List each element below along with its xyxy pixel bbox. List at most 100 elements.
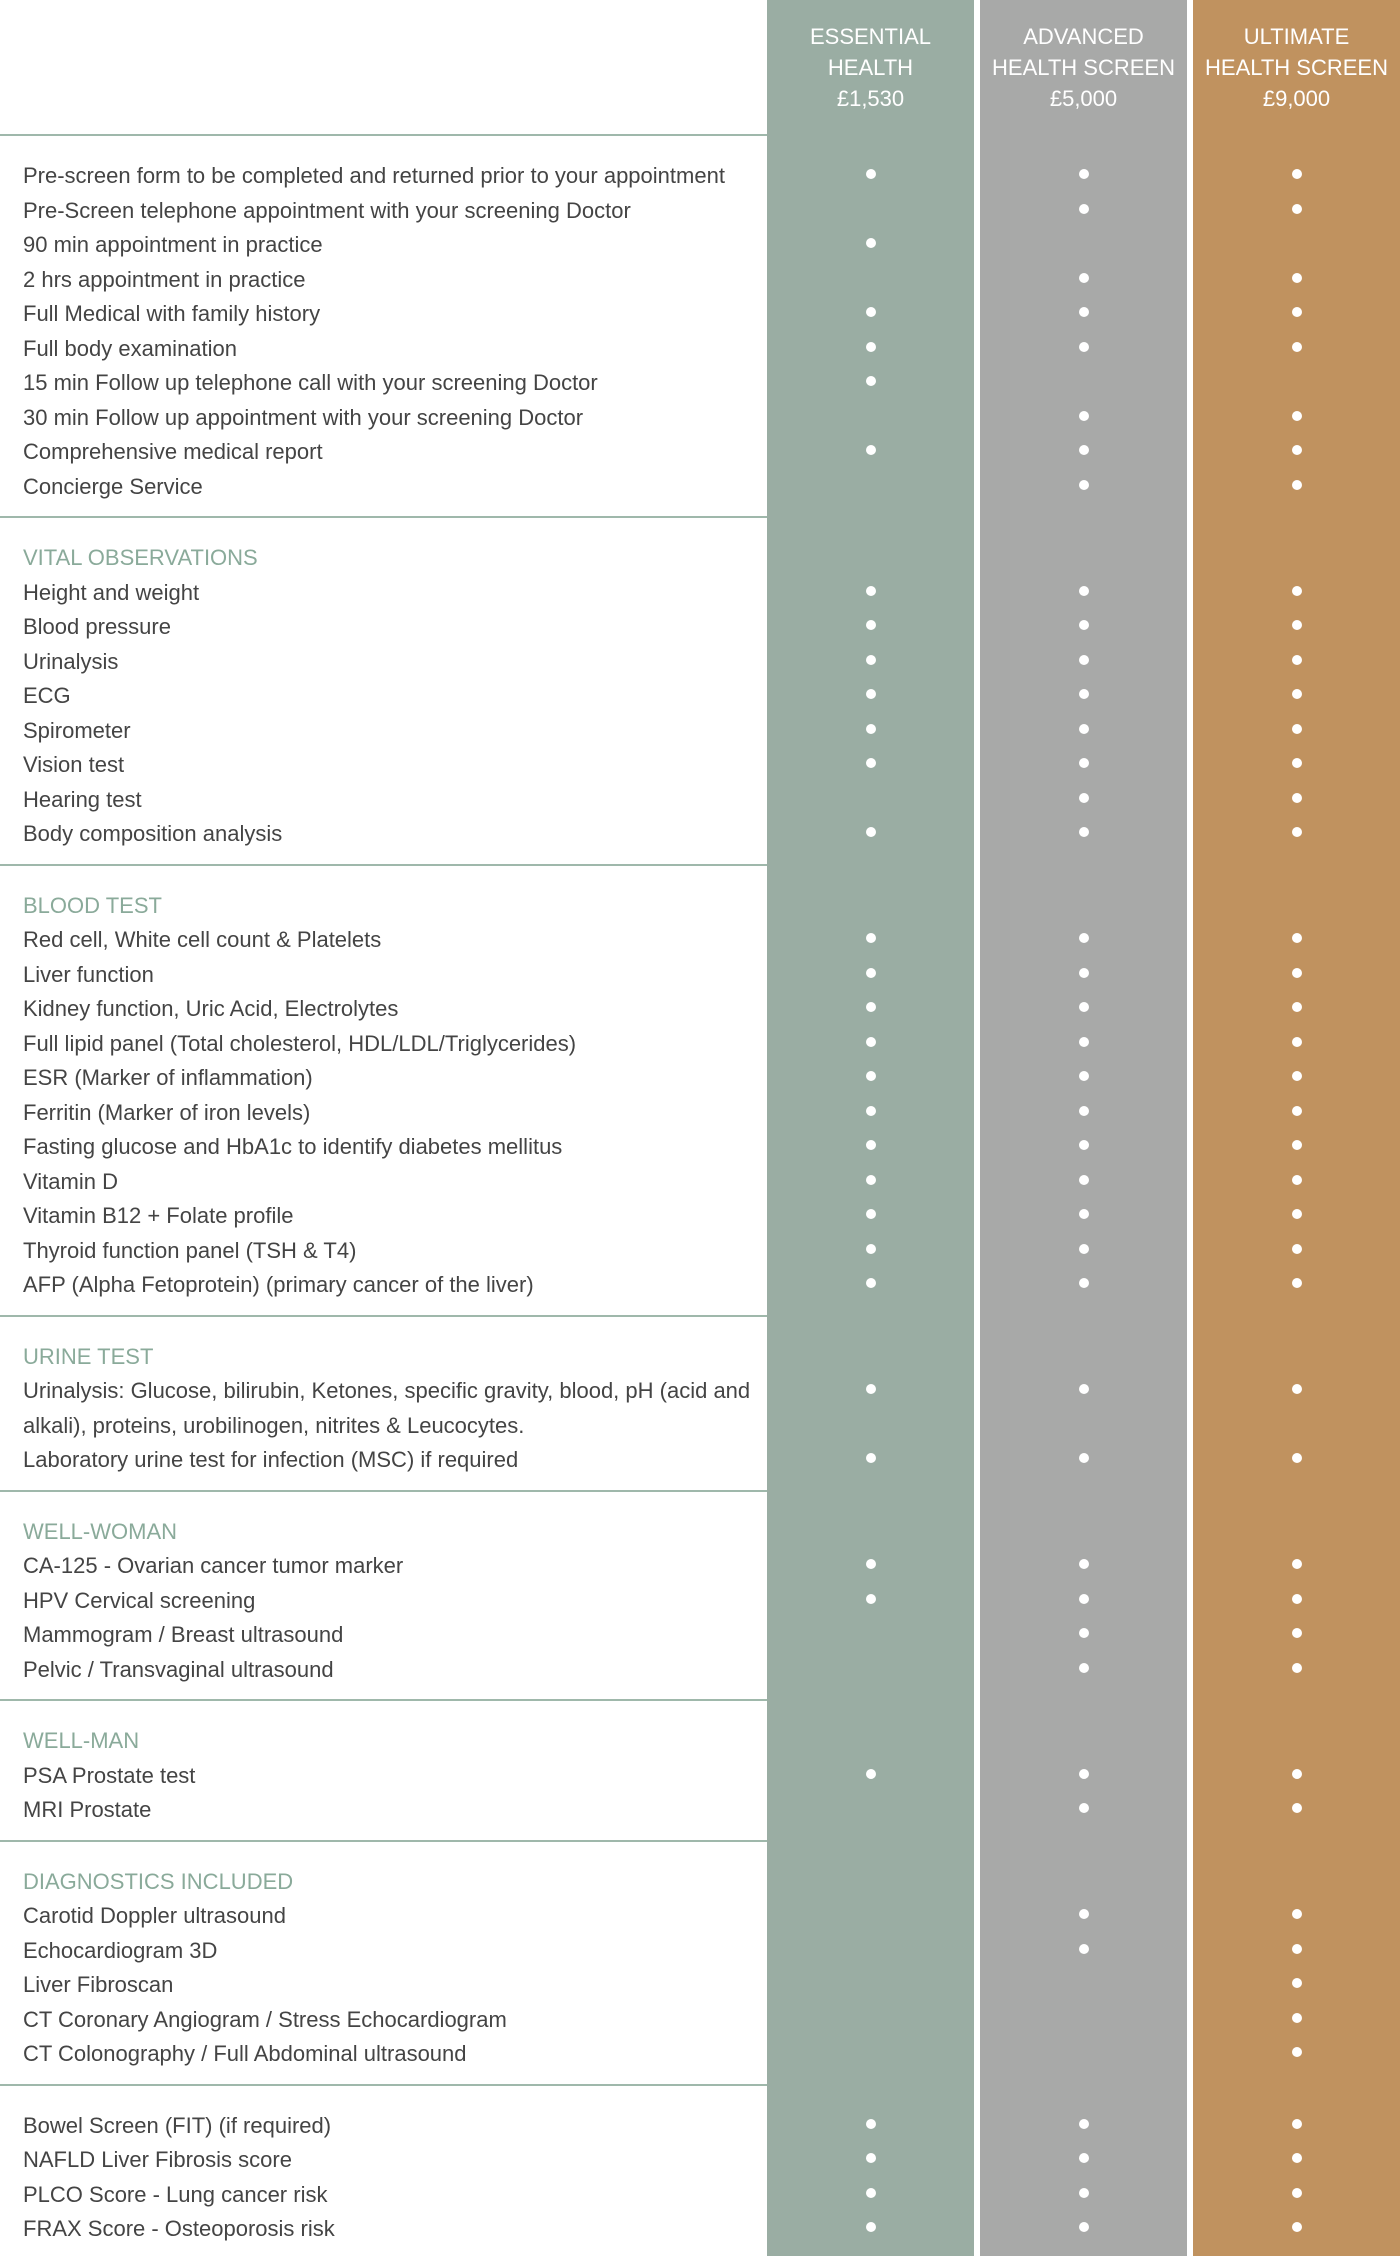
included-dot — [1078, 2153, 1089, 2164]
included-dot — [865, 620, 876, 631]
plan-cell — [767, 714, 974, 749]
included-dot — [865, 445, 876, 456]
included-dot — [1291, 620, 1302, 631]
section-title-row: WELL-WOMAN — [0, 1515, 1400, 1550]
section-title: DIAGNOSTICS INCLUDED — [23, 1868, 294, 1894]
plan-cell — [1193, 2212, 1400, 2247]
plan-cell — [980, 2109, 1187, 2144]
feature-row: Blood pressure — [0, 610, 1400, 645]
included-dot — [1291, 1453, 1302, 1464]
feature-row: Full body examination — [0, 332, 1400, 367]
feature-row: Full Medical with family history — [0, 297, 1400, 332]
included-dot — [1078, 827, 1089, 838]
plan-cell — [767, 1268, 974, 1303]
plan-cell — [1193, 366, 1400, 401]
plan-cell — [767, 1374, 974, 1409]
plan-cell — [767, 748, 974, 783]
feature-label: 90 min appointment in practice — [23, 232, 323, 257]
feature-row: ESR (Marker of inflammation) — [0, 1061, 1400, 1096]
plan-cell — [1193, 1234, 1400, 1269]
feature-label: Full Medical with family history — [23, 301, 321, 326]
included-dot — [1291, 2047, 1302, 2058]
included-dot — [1291, 792, 1302, 803]
plan-cell — [767, 332, 974, 367]
essential-column — [767, 0, 974, 2256]
plan-cell — [980, 1234, 1187, 1269]
included-dot — [1078, 2118, 1089, 2129]
plan-cell — [1193, 2178, 1400, 2213]
included-dot — [1078, 1209, 1089, 1220]
plan-cell — [1193, 1618, 1400, 1653]
included-dot — [1078, 620, 1089, 631]
included-dot — [1078, 307, 1089, 318]
included-dot — [865, 1768, 876, 1779]
feature-label: CT Colonography / Full Abdominal ultraso… — [23, 2041, 467, 2066]
plan-cell — [1193, 1549, 1400, 1584]
feature-label: FRAX Score - Osteoporosis risk — [23, 2216, 335, 2241]
plan-cell — [767, 1549, 974, 1584]
feature-row: 90 min appointment in practice — [0, 228, 1400, 263]
plan-name: HEALTH SCREEN — [1205, 54, 1388, 80]
plan-cell — [767, 1443, 974, 1478]
included-dot — [1078, 1662, 1089, 1673]
plan-cell — [980, 194, 1187, 229]
included-dot — [1291, 1105, 1302, 1116]
section: URINE TEST Urinalysis: Glucose, bilirubin… — [0, 1314, 1400, 1490]
plan-cell — [1193, 159, 1400, 194]
included-dot — [865, 2118, 876, 2129]
included-dot — [1078, 272, 1089, 283]
plan-cell — [767, 1199, 974, 1234]
plan-cell — [1193, 992, 1400, 1027]
plan-cell — [767, 645, 974, 680]
included-dot — [1078, 967, 1089, 978]
plan-cell — [767, 2037, 974, 2072]
plan-cell — [1193, 263, 1400, 298]
feature-row: 15 min Follow up telephone call with you… — [0, 366, 1400, 401]
plan-cell — [767, 1096, 974, 1131]
included-dot — [865, 1174, 876, 1185]
included-dot — [1291, 169, 1302, 180]
included-dot — [1078, 1243, 1089, 1254]
included-dot — [865, 1071, 876, 1082]
included-dot — [1291, 2187, 1302, 2198]
section: BLOOD TEST Red cell, White cell count & P… — [0, 863, 1400, 1315]
included-dot — [1078, 1140, 1089, 1151]
included-dot — [1291, 445, 1302, 456]
included-dot — [865, 1105, 876, 1116]
feature-row: Spirometer — [0, 714, 1400, 749]
feature-row: CT Coronary Angiogram / Stress Echocardi… — [0, 2003, 1400, 2038]
included-dot — [865, 1593, 876, 1604]
included-dot — [865, 1243, 876, 1254]
plan-cell — [980, 401, 1187, 436]
feature-label: Mammogram / Breast ultrasound — [23, 1622, 344, 1647]
feature-label: Height and weight — [23, 579, 200, 605]
included-dot — [865, 1278, 876, 1289]
plan-cell — [1193, 1934, 1400, 1969]
included-dot — [1078, 1002, 1089, 1013]
plan-cell — [767, 401, 974, 436]
feature-label: Spirometer — [23, 717, 131, 743]
plan-cell — [1193, 1027, 1400, 1062]
plan-name: ADVANCED — [1023, 23, 1144, 49]
included-dot — [865, 238, 876, 249]
feature-row: ECG — [0, 679, 1400, 714]
feature-label: Ferritin (Marker of iron levels) — [23, 1099, 311, 1125]
included-dot — [1291, 2222, 1302, 2233]
feature-row: Vitamin B12 + Folate profile — [0, 1199, 1400, 1234]
feature-label: Blood pressure — [23, 614, 171, 639]
plan-cell — [980, 783, 1187, 818]
feature-row: NAFLD Liver Fibrosis score — [0, 2143, 1400, 2178]
plan-cell — [980, 1096, 1187, 1131]
included-dot — [1078, 445, 1089, 456]
plan-cell — [980, 1165, 1187, 1200]
included-dot — [1078, 2222, 1089, 2233]
plan-cell — [980, 817, 1187, 852]
plan-cell — [980, 1549, 1187, 1584]
plan-cell — [767, 1061, 974, 1096]
plan-cell — [980, 1443, 1187, 1478]
included-dot — [1078, 1174, 1089, 1185]
feature-row: Urinalysis: Glucose, bilirubin, Ketones,… — [0, 1374, 1400, 1443]
feature-label: PSA Prostate test — [23, 1762, 196, 1788]
feature-row: Height and weight — [0, 576, 1400, 611]
included-dot — [865, 1559, 876, 1570]
